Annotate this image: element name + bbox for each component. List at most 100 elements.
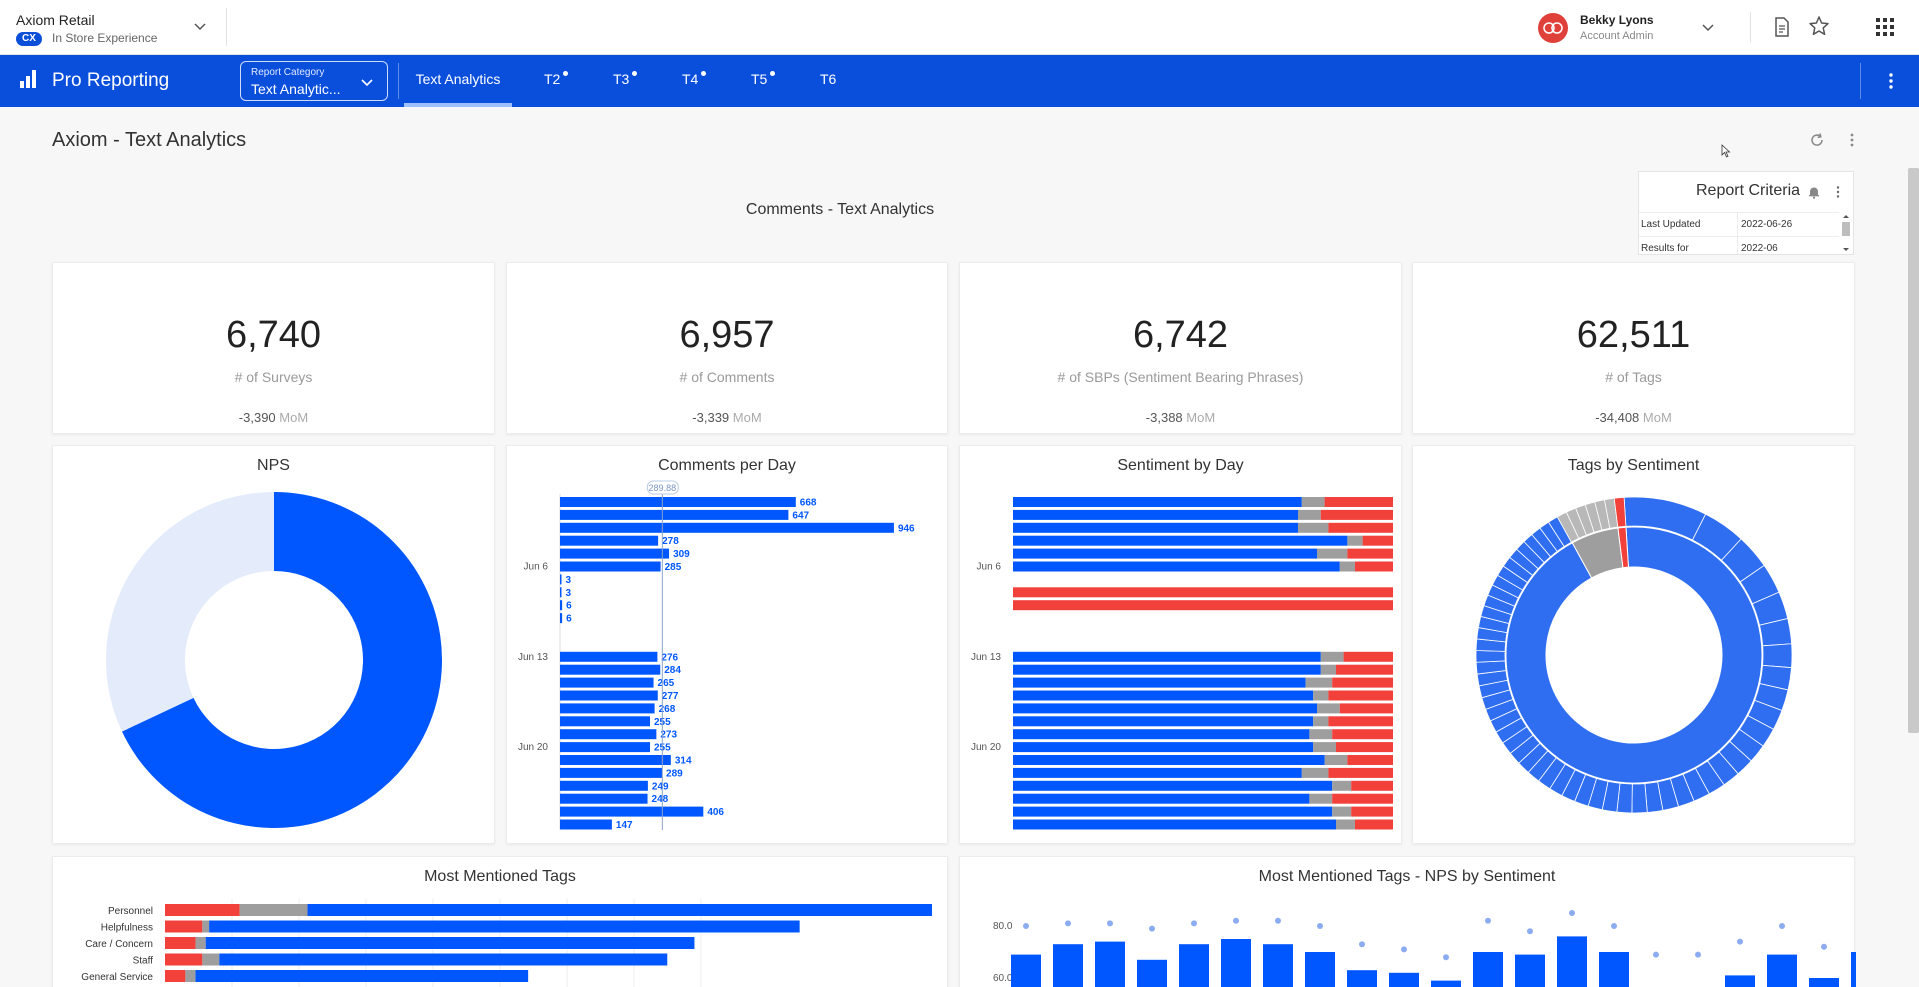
data-label: 6 bbox=[566, 601, 572, 612]
data-label: 3 bbox=[566, 588, 572, 599]
document-icon[interactable] bbox=[1772, 16, 1792, 38]
bar-segment bbox=[1317, 703, 1340, 714]
brand-name[interactable]: Axiom Retail bbox=[16, 12, 95, 28]
bar-segment bbox=[195, 937, 206, 949]
data-point bbox=[1569, 910, 1575, 916]
reference-label: 289.88 bbox=[649, 483, 677, 493]
data-point bbox=[1401, 946, 1407, 953]
tab-label: T6 bbox=[820, 71, 837, 87]
tags-by-sentiment-card: Tags by Sentiment bbox=[1412, 445, 1855, 844]
bar-segment bbox=[165, 937, 196, 949]
bar-segment bbox=[1332, 793, 1393, 804]
bell-icon[interactable] bbox=[1807, 185, 1821, 199]
bar bbox=[1305, 952, 1335, 987]
bar bbox=[1011, 954, 1041, 987]
bar bbox=[560, 819, 612, 830]
bar-segment bbox=[202, 953, 220, 966]
chevron-down-icon[interactable] bbox=[192, 18, 208, 34]
kpi-delta-value: -34,408 bbox=[1595, 410, 1640, 425]
page-scrollbar[interactable] bbox=[1908, 168, 1919, 733]
bar-segment bbox=[1313, 716, 1329, 727]
bar-segment bbox=[1351, 780, 1393, 791]
avatar[interactable] bbox=[1538, 13, 1568, 43]
data-label: 3 bbox=[566, 575, 572, 586]
kpi-delta-unit: MoM bbox=[279, 410, 309, 425]
unsaved-dot-icon bbox=[770, 71, 776, 76]
y-tick-label: Jun 13 bbox=[971, 652, 1001, 663]
bar bbox=[560, 535, 659, 546]
data-point bbox=[1191, 920, 1197, 927]
nps-by-sentiment-chart[interactable]: 80.0 60.0 bbox=[960, 857, 1856, 987]
user-avatar-icon bbox=[1543, 22, 1563, 34]
app-title: Pro Reporting bbox=[52, 70, 170, 91]
bar-segment bbox=[1013, 651, 1321, 662]
more-vertical-icon[interactable] bbox=[1831, 185, 1845, 199]
tags-by-sentiment-chart[interactable] bbox=[1413, 446, 1856, 845]
y-tick-label: Jun 20 bbox=[518, 742, 548, 753]
bar-segment bbox=[1309, 729, 1333, 740]
bar bbox=[560, 509, 789, 520]
report-category-value: Text Analytic... bbox=[251, 81, 341, 97]
bar-segment bbox=[1332, 780, 1352, 791]
data-point bbox=[1023, 923, 1029, 929]
data-point bbox=[1695, 951, 1701, 958]
bar-segment bbox=[185, 970, 196, 982]
chevron-down-icon bbox=[361, 79, 373, 87]
bar-segment bbox=[1013, 677, 1306, 688]
star-icon[interactable] bbox=[1808, 15, 1830, 37]
bar-segment bbox=[1362, 535, 1393, 546]
more-vertical-icon[interactable] bbox=[1882, 72, 1900, 90]
sunburst-outer-segment bbox=[1613, 496, 1627, 528]
reference-badge bbox=[646, 480, 679, 495]
tab-t6[interactable]: T6 bbox=[820, 55, 836, 107]
bar bbox=[560, 742, 651, 753]
criteria-value: 2022-06 bbox=[1741, 243, 1778, 254]
refresh-icon[interactable] bbox=[1809, 132, 1825, 148]
bar-segment bbox=[1013, 819, 1336, 830]
bar-segment bbox=[202, 920, 210, 933]
kpi-delta-unit: MoM bbox=[732, 410, 762, 425]
bar bbox=[1473, 952, 1503, 987]
bar bbox=[560, 780, 648, 791]
most-mentioned-tags-chart[interactable]: Personnel Helpfulness Care / Concern Staff G… bbox=[53, 857, 949, 987]
data-point bbox=[1107, 920, 1113, 927]
bar-segment bbox=[1343, 651, 1393, 662]
user-name[interactable]: Bekky Lyons bbox=[1580, 13, 1654, 27]
bar-segment bbox=[1013, 806, 1333, 817]
apps-grid-icon[interactable] bbox=[1875, 17, 1895, 37]
nps-donut-chart[interactable] bbox=[53, 446, 496, 845]
bar bbox=[1767, 954, 1797, 987]
data-label: 309 bbox=[673, 549, 690, 560]
donut-slice bbox=[106, 492, 275, 732]
tab-t4[interactable]: T4 bbox=[682, 55, 707, 107]
bar bbox=[1137, 959, 1167, 987]
y-tick-label: Staff bbox=[133, 956, 154, 967]
report-category-select[interactable]: Report Category Text Analytic... bbox=[240, 61, 388, 101]
sunburst-outer-segment bbox=[1475, 650, 1506, 663]
bar-segment bbox=[1305, 677, 1333, 688]
criteria-scrollbar[interactable] bbox=[1841, 212, 1851, 255]
tab-label: T5 bbox=[751, 71, 768, 87]
data-label: 668 bbox=[800, 498, 817, 509]
bar-segment bbox=[1013, 755, 1325, 765]
bar-segment bbox=[1013, 587, 1393, 598]
kpi-delta-value: -3,388 bbox=[1145, 410, 1183, 425]
program-name[interactable]: In Store Experience bbox=[52, 31, 158, 45]
more-vertical-icon[interactable] bbox=[1844, 132, 1860, 148]
sunburst-outer-segment bbox=[1762, 643, 1793, 669]
criteria-row: Last Updated 2022-06-26 bbox=[1639, 212, 1839, 237]
tab-text-analytics[interactable]: Text Analytics bbox=[404, 55, 512, 107]
divider bbox=[1750, 12, 1751, 42]
bar bbox=[560, 600, 563, 611]
data-label: 276 bbox=[661, 652, 678, 663]
tab-t5[interactable]: T5 bbox=[751, 55, 776, 107]
sentiment-by-day-card: Sentiment by Day Jun 6 Jun 13 Jun 20 bbox=[959, 445, 1402, 844]
chevron-down-icon[interactable] bbox=[1700, 19, 1716, 35]
y-tick-label: Jun 20 bbox=[971, 742, 1001, 753]
tab-t3[interactable]: T3 bbox=[613, 55, 638, 107]
bar bbox=[560, 613, 563, 624]
sentiment-by-day-chart[interactable]: Jun 6 Jun 13 Jun 20 bbox=[960, 446, 1403, 845]
tab-t2[interactable]: T2 bbox=[544, 55, 569, 107]
bar bbox=[560, 793, 648, 804]
